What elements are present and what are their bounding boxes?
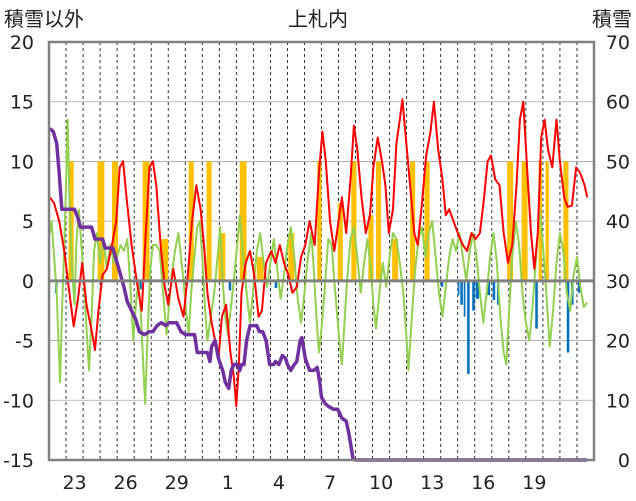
precip_above_zero-bar (97, 161, 105, 281)
right-tick-label: 70 (606, 32, 630, 54)
precip_above_zero-bar (563, 161, 569, 281)
precip_below_zero-bar (566, 280, 570, 353)
x-tick-label: 26 (114, 472, 138, 494)
precip_above_zero-bar (288, 233, 295, 281)
precip_above_zero-bar (392, 239, 399, 281)
x-tick-label: 23 (62, 472, 86, 494)
precip_below_zero-bar (228, 280, 232, 291)
x-tick-label: 1 (222, 472, 234, 494)
left-tick-label: 5 (22, 211, 34, 233)
left-tick-label: 0 (22, 271, 34, 293)
precip_below_zero-bar (467, 280, 470, 375)
precip_above_zero-bar (521, 161, 528, 281)
right-tick-label: 40 (606, 211, 630, 233)
x-tick-label: 10 (369, 472, 393, 494)
snow_depth-line (48, 127, 588, 462)
x-tick-label: 19 (522, 472, 546, 494)
precip_above_zero-bar (507, 161, 514, 281)
precip_above_zero-bar (161, 239, 169, 281)
precip_below_zero-bar (577, 280, 581, 293)
precip_below_zero-bar (457, 280, 460, 296)
precip_below_zero-bar (492, 280, 496, 300)
x-tick-label: 13 (420, 472, 444, 494)
precip_above_zero-bar (351, 161, 357, 281)
right-tick-label: 0 (618, 450, 630, 472)
precip_below_zero-bar (440, 280, 444, 287)
precip_above_zero-bar (376, 161, 382, 281)
precip_below_zero-bar (487, 280, 491, 296)
plot-frame (47, 40, 596, 462)
precip_below_zero-bar (535, 280, 538, 329)
left-tick-label: 10 (10, 151, 34, 173)
plot-border (47, 40, 596, 462)
right-tick-label: 10 (606, 390, 630, 412)
right-tick-label: 30 (606, 271, 630, 293)
left-axis-label: 積雪以外 (4, 7, 84, 31)
precip_above_zero-bar (206, 161, 212, 281)
x-tick-label: 4 (273, 472, 285, 494)
precip_above_zero-bar (256, 256, 264, 281)
precip_below_zero-bar (274, 280, 278, 289)
x-tick-label: 16 (471, 472, 495, 494)
precip_above_zero-bar (317, 161, 322, 281)
left-tick-label: -5 (15, 331, 34, 353)
precip_above_zero-bar (112, 161, 118, 281)
precip_below_zero-bar (475, 280, 480, 299)
precip_below_zero-bar (139, 280, 142, 290)
left-tick-label: 15 (10, 92, 34, 114)
left-tick-label: -15 (3, 450, 34, 472)
green-line (48, 118, 589, 405)
precip_above_zero-bar (424, 161, 430, 281)
chart-title: 上札内 (288, 7, 348, 31)
x-tick-label: 29 (165, 472, 189, 494)
right-tick-label: 20 (606, 331, 630, 353)
right-tick-label: 60 (606, 92, 630, 114)
precip_below_zero-bar (463, 280, 466, 317)
left-tick-label: -10 (3, 390, 34, 412)
left-tick-label: 20 (10, 32, 34, 54)
red-line (49, 98, 589, 408)
precip_above_zero-bar (337, 203, 343, 281)
series-lines (48, 98, 589, 462)
precip_above_zero-bar (545, 161, 549, 281)
precip_below_zero-bar (472, 280, 475, 311)
precip_above_zero-bar (239, 161, 247, 281)
precip_above_zero-bar (368, 215, 374, 281)
precip_below_zero-bar (460, 280, 463, 305)
x-tick-label: 7 (324, 472, 336, 494)
right-axis-label: 積雪 (592, 7, 632, 31)
right-tick-label: 50 (606, 151, 630, 173)
